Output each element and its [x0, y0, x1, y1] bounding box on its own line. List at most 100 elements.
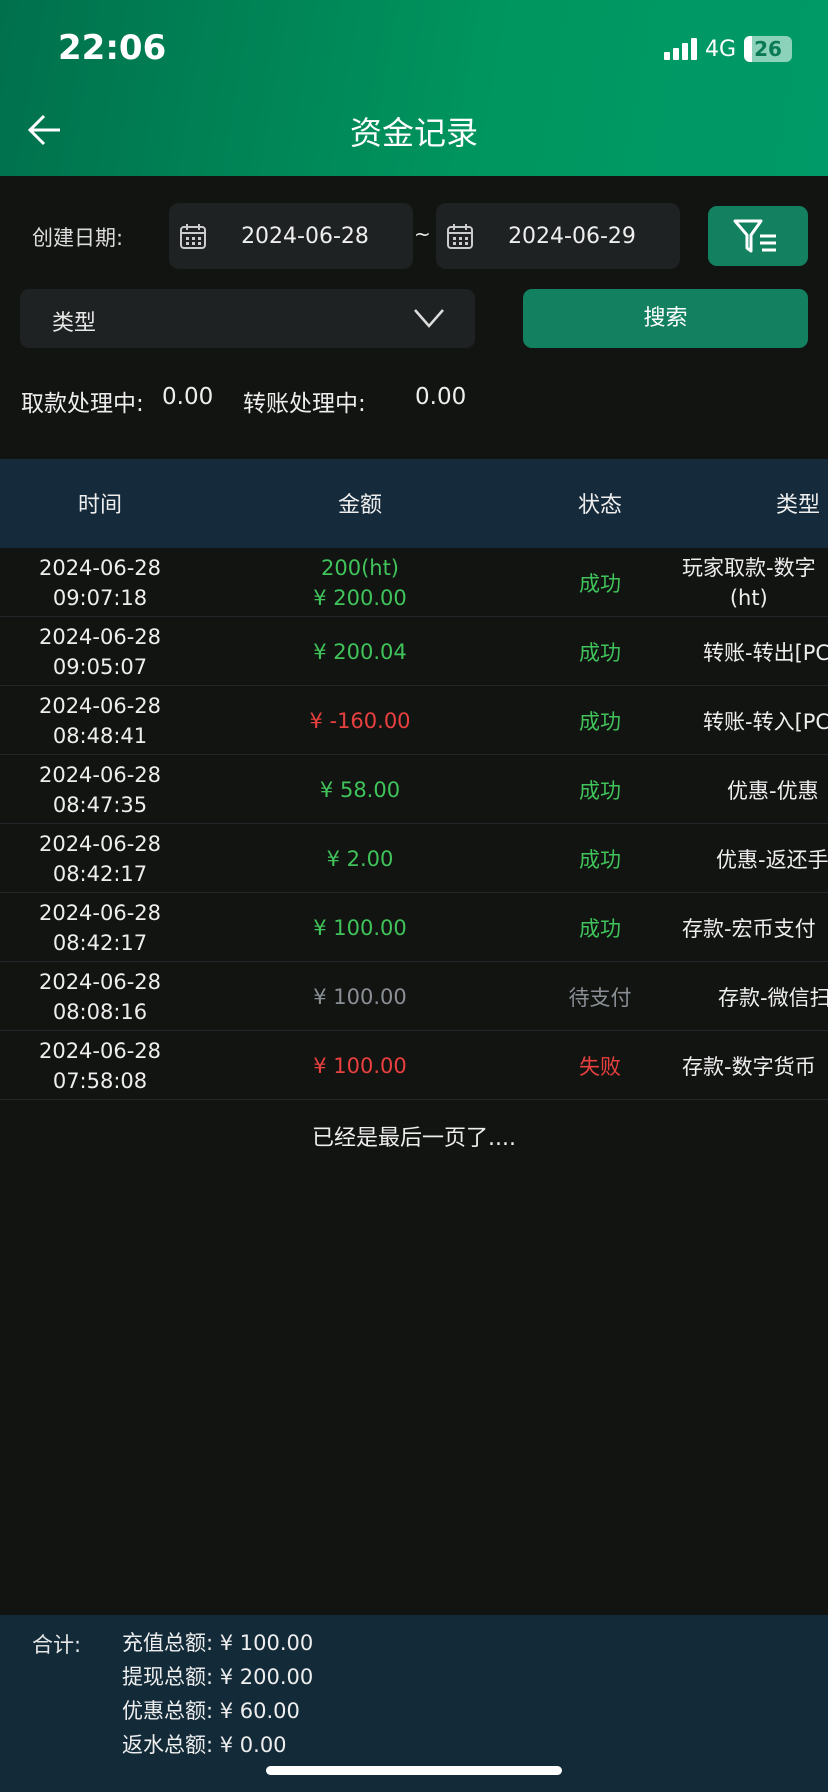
type-value: 优惠-优惠 — [727, 779, 819, 803]
transfer-pending-value: 0.00 — [415, 384, 467, 410]
transfer-pending-label: 转账处理中: — [243, 391, 366, 417]
amount-value: ¥ 100.00 — [313, 1054, 407, 1078]
amount-sub: 200(ht) — [320, 556, 400, 580]
time-value: 09:07:18 — [52, 586, 148, 610]
search-button[interactable]: 搜索 — [523, 289, 808, 348]
time-value: 07:58:08 — [52, 1069, 148, 1093]
time-cell: 2024-06-28 08:42:17 — [39, 829, 161, 889]
table-header: 时间 金额 状态 类型 — [0, 459, 828, 548]
type-select[interactable]: 类型 — [20, 289, 475, 348]
time-value: 08:42:17 — [52, 862, 148, 886]
totals-footer: 合计: 充值总额: ¥ 100.00 提现总额: ¥ 200.00 优惠总额: … — [0, 1615, 828, 1792]
total-recharge: 充值总额: ¥ 100.00 — [122, 1631, 314, 1655]
amount-value: ¥ 58.00 — [319, 778, 401, 802]
page-title: 资金记录 — [349, 114, 478, 152]
header-type: 类型 — [775, 493, 821, 518]
time-cell: 2024-06-28 09:07:18 — [39, 553, 161, 613]
time-value: 08:47:35 — [52, 793, 148, 817]
table-row[interactable]: 2024-06-28 09:07:18 200(ht) ¥ 200.00 成功 玩家取款-… — [0, 548, 828, 617]
filter-icon — [733, 219, 776, 253]
type-select-label: 类型 — [52, 311, 97, 336]
status-value: 待支付 — [568, 986, 632, 1010]
date-value: 2024-06-28 — [38, 763, 162, 787]
records-list: 2024-06-28 09:07:18 200(ht) ¥ 200.00 成功 玩家取款-… — [0, 548, 828, 1100]
end-of-list-message: 已经是最后一页了.... — [312, 1126, 516, 1151]
status-indicators: 4G 26 — [663, 36, 792, 62]
network-type: 4G — [704, 36, 736, 62]
time-value: 08:42:17 — [52, 931, 148, 955]
amount-value: ¥ 200.04 — [313, 640, 407, 664]
type-value: 存款-宏币支付 — [682, 917, 816, 941]
home-indicator[interactable] — [266, 1766, 562, 1775]
time-cell: 2024-06-28 08:47:35 — [39, 760, 161, 820]
start-date-value: 2024-06-28 — [241, 223, 369, 249]
withdraw-pending-value: 0.00 — [162, 384, 214, 410]
table-row[interactable]: 2024-06-28 08:42:17 ¥ 2.00 成功 优惠-返还手 — [0, 824, 828, 893]
table-row[interactable]: 2024-06-28 08:48:41 ¥ -160.00 成功 转账-转入[PC — [0, 686, 828, 755]
chevron-down-icon — [414, 309, 444, 328]
end-date-picker[interactable]: 2024-06-29 — [436, 203, 680, 269]
type-sub: (ht) — [729, 586, 768, 610]
table-row[interactable]: 2024-06-28 08:08:16 ¥ 100.00 待支付 存款-微信扫 — [0, 962, 828, 1031]
amount-cell: 200(ht) ¥ 200.00 — [313, 553, 407, 613]
battery-icon: 26 — [744, 36, 792, 62]
type-value: 存款-数字货币 — [682, 1055, 816, 1079]
status-value: 失败 — [579, 1055, 621, 1079]
status-value: 成功 — [579, 917, 621, 941]
amount-value: ¥ 200.00 — [313, 586, 407, 610]
table-row[interactable]: 2024-06-28 09:05:07 ¥ 200.04 成功 转账-转出[PC — [0, 617, 828, 686]
time-cell: 2024-06-28 08:48:41 — [39, 691, 161, 751]
table-row[interactable]: 2024-06-28 07:58:08 ¥ 100.00 失败 存款-数字货币 — [0, 1031, 828, 1100]
end-date-value: 2024-06-29 — [508, 223, 636, 249]
status-value: 成功 — [579, 641, 621, 665]
date-value: 2024-06-28 — [38, 625, 162, 649]
amount-value: ¥ 100.00 — [313, 985, 407, 1009]
app-header: 22:06 4G 26 资金记录 — [0, 0, 828, 176]
amount-value: ¥ 2.00 — [326, 847, 394, 871]
filter-button[interactable] — [708, 206, 808, 266]
start-date-picker[interactable]: 2024-06-28 — [169, 203, 413, 269]
total-withdraw: 提现总额: ¥ 200.00 — [122, 1665, 314, 1689]
date-value: 2024-06-28 — [38, 1039, 162, 1063]
battery-level: 26 — [754, 37, 782, 61]
status-value: 成功 — [579, 710, 621, 734]
header-amount: 金额 — [337, 493, 383, 518]
type-value: 玩家取款-数字 — [682, 556, 816, 580]
time-cell: 2024-06-28 09:05:07 — [39, 622, 161, 682]
date-value: 2024-06-28 — [38, 556, 162, 580]
date-separator: ~ — [414, 222, 431, 246]
date-label: 创建日期: — [32, 226, 124, 250]
time-cell: 2024-06-28 08:08:16 — [39, 967, 161, 1027]
table-row[interactable]: 2024-06-28 08:42:17 ¥ 100.00 成功 存款-宏币支付 — [0, 893, 828, 962]
date-value: 2024-06-28 — [38, 694, 162, 718]
type-value: 优惠-返还手 — [716, 848, 828, 872]
total-promo: 优惠总额: ¥ 60.00 — [122, 1699, 300, 1723]
date-value: 2024-06-28 — [38, 832, 162, 856]
signal-icon — [663, 38, 697, 60]
type-value: 存款-微信扫 — [718, 986, 828, 1010]
calendar-icon — [180, 224, 206, 249]
status-value: 成功 — [579, 848, 621, 872]
status-value: 成功 — [579, 572, 621, 596]
date-value: 2024-06-28 — [38, 901, 162, 925]
header-status: 状态 — [577, 493, 623, 518]
table-row[interactable]: 2024-06-28 08:47:35 ¥ 58.00 成功 优惠-优惠 — [0, 755, 828, 824]
time-cell: 2024-06-28 07:58:08 — [39, 1036, 161, 1096]
time-value: 09:05:07 — [52, 655, 148, 679]
totals-label: 合计: — [32, 1633, 82, 1657]
type-value: 转账-转出[PC — [703, 641, 828, 665]
back-arrow-icon[interactable] — [26, 110, 66, 150]
time-value: 08:48:41 — [52, 724, 148, 748]
amount-value: ¥ 100.00 — [313, 916, 407, 940]
time-cell: 2024-06-28 08:42:17 — [39, 898, 161, 958]
status-time: 22:06 — [58, 28, 167, 68]
withdraw-pending-label: 取款处理中: — [21, 391, 144, 417]
status-value: 成功 — [579, 779, 621, 803]
type-cell: 玩家取款-数字 (ht) — [682, 553, 816, 613]
type-value: 转账-转入[PC — [703, 710, 828, 734]
date-value: 2024-06-28 — [38, 970, 162, 994]
time-value: 08:08:16 — [52, 1000, 148, 1024]
amount-value: ¥ -160.00 — [309, 709, 411, 733]
total-rebate: 返水总额: ¥ 0.00 — [122, 1733, 287, 1757]
header-time: 时间 — [77, 493, 123, 518]
